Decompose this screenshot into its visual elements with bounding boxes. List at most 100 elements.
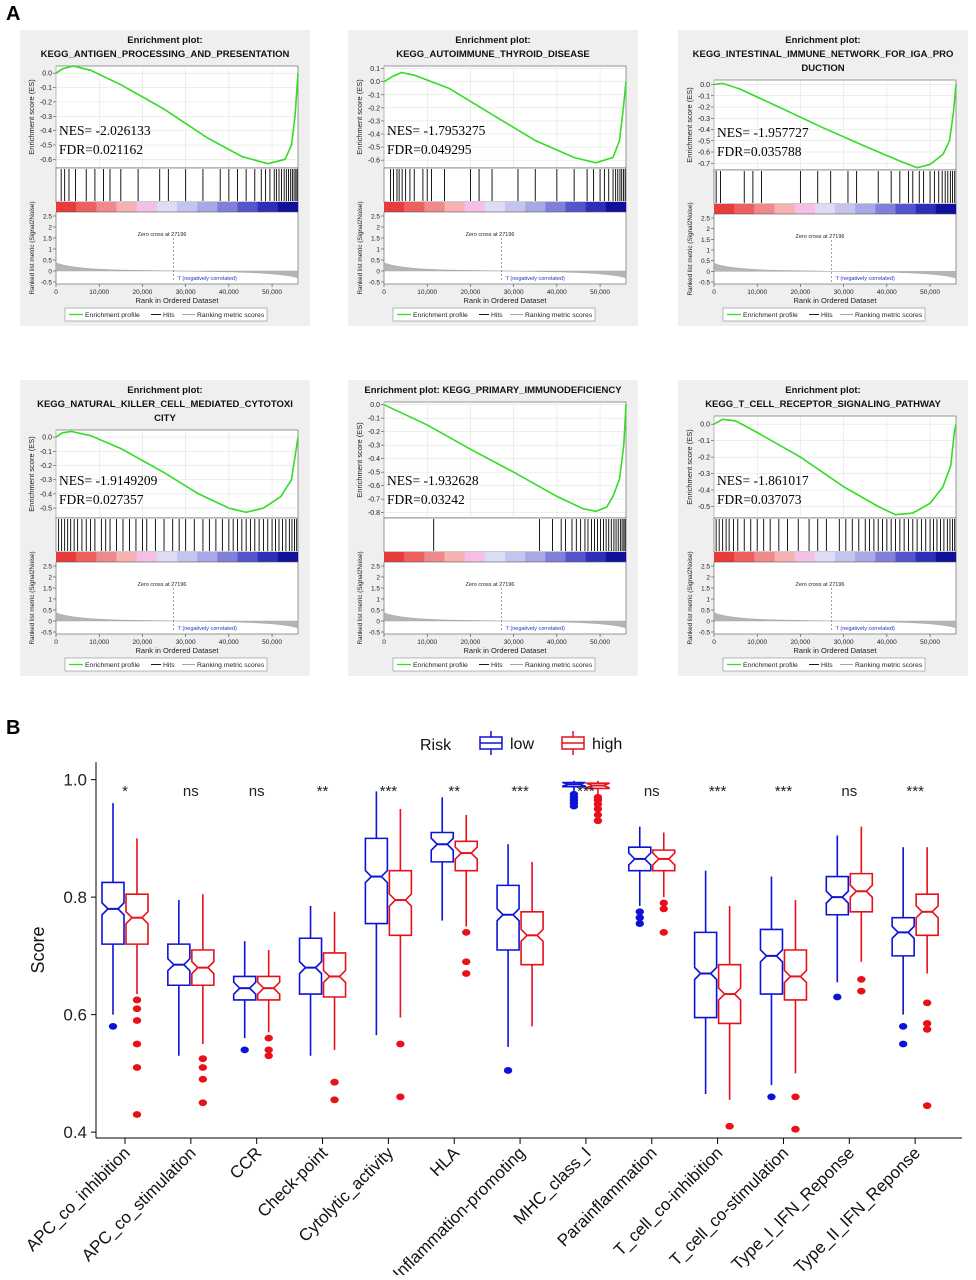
box-body [849, 872, 874, 913]
rank-y-axis-label: Ranked list metric (Signal2Noise) [29, 201, 36, 294]
rank-color-bar-segment [277, 202, 299, 212]
outlier-point [132, 1040, 142, 1048]
x-tick-label: 10,000 [747, 289, 767, 296]
rank-y-tick-label: -0.5 [369, 630, 381, 637]
x-axis-label: Rank in Ordered Dataset [794, 296, 878, 305]
category-11: ns Type_I_IFN_Reponse [728, 783, 874, 1274]
rank-y-tick-label: 1.5 [371, 586, 380, 593]
rank-y-tick-label: 0.5 [43, 258, 52, 265]
es-y-axis-label: Enrichment score (ES) [685, 429, 694, 505]
outlier-point [659, 928, 668, 936]
hits-area [713, 517, 957, 553]
box-high [586, 780, 610, 825]
x-tick-label: 50,000 [262, 289, 282, 296]
rank-color-bar-segment [585, 202, 607, 212]
es-plot-area [55, 429, 299, 519]
outlier-point [593, 811, 603, 819]
gsea-title-line: Enrichment plot: [455, 35, 530, 46]
rank-color-bar-segment [464, 552, 486, 562]
gsea-plot-1: Enrichment plot: KEGG_ANTIGEN_PROCESSING_… [20, 30, 310, 326]
rank-y-tick-label: 2.5 [371, 564, 380, 571]
rank-color-bar-segment [257, 552, 279, 562]
outlier-point [791, 1093, 800, 1101]
rank-color-bar-segment [116, 202, 137, 212]
outlier-point [132, 1111, 142, 1118]
box-high [783, 900, 808, 1133]
outlier-point [198, 1099, 208, 1107]
significance-label: ns [644, 783, 660, 800]
box-high [256, 950, 281, 1060]
es-plot-area [383, 65, 627, 169]
legend-hits-label: Hits [821, 662, 833, 669]
x-tick-label: 0 [54, 639, 58, 646]
rank-color-bar-segment [545, 202, 566, 212]
box-body [298, 937, 323, 995]
x-tick-label: 10,000 [89, 639, 109, 646]
x-tick-label: 40,000 [547, 289, 567, 296]
gsea-plot-6: Enrichment plot: KEGG_T_CELL_RECEPTOR_SIG… [678, 380, 968, 676]
rank-color-bar-segment [875, 552, 896, 562]
rank-color-bar-segment [714, 552, 735, 562]
rank-color-bar-segment [565, 202, 586, 212]
box-low [430, 797, 455, 921]
x-tick-label: 40,000 [877, 289, 897, 296]
rank-color-bar-segment [875, 204, 896, 214]
rank-color-bar-segment [464, 202, 486, 212]
y-tick-label: 0.6 [63, 1006, 87, 1025]
x-tick-label: 0 [382, 639, 386, 646]
legend-profile-label: Enrichment profile [85, 662, 140, 669]
gsea-legend-box [64, 657, 268, 672]
rank-y-tick-label: 1.5 [43, 236, 52, 243]
legend-hits-label: Hits [491, 312, 503, 319]
zero-cross-label: Zero cross at 27196 [138, 582, 187, 588]
outlier-point [635, 914, 644, 922]
es-y-tick-label: 0.0 [700, 82, 710, 89]
es-y-tick-label: -0.7 [368, 497, 380, 504]
rank-color-bar-segment [424, 202, 445, 212]
box-high [191, 894, 215, 1107]
es-y-tick-label: 0.0 [42, 435, 52, 442]
x-tick-label: 10,000 [747, 639, 767, 646]
legend-ranking-label: Ranking metric scores [525, 662, 593, 669]
box-body [783, 949, 808, 1001]
box-body [364, 837, 389, 925]
ranking-metric-area [713, 262, 957, 279]
box-body [388, 869, 413, 937]
gsea-title-line: Enrichment plot: KEGG_PRIMARY_IMMUNODEFI… [364, 385, 622, 396]
es-y-tick-label: -0.3 [368, 443, 380, 450]
significance-label: *** [906, 783, 924, 800]
hits-area [383, 517, 627, 553]
outlier-point [569, 790, 579, 798]
legend-hits-label: Hits [821, 312, 833, 319]
outlier-point [922, 999, 932, 1007]
rank-color-bar-segment [545, 552, 566, 562]
rank-color-bar-segment [197, 202, 218, 212]
rank-color-bar-segment [814, 204, 836, 214]
significance-label: ns [249, 783, 265, 800]
es-y-axis-label: Enrichment score (ES) [355, 422, 364, 498]
x-tick-label: 10,000 [89, 289, 109, 296]
rank-color-bar-segment [76, 202, 97, 212]
rank-color-bar-segment [237, 552, 258, 562]
box-body [891, 916, 915, 957]
outlier-point [767, 1093, 776, 1101]
rank-color-bar-segment [484, 202, 506, 212]
box-low [364, 791, 389, 1036]
es-y-axis-label: Enrichment score (ES) [27, 436, 36, 512]
outlier-point [330, 1078, 339, 1086]
rank-y-axis-label: Ranked list metric (Signal2Noise) [357, 201, 364, 294]
outlier-point [659, 905, 668, 913]
boxplot-legend: Risk low high [420, 731, 622, 755]
x-axis-label: Rank in Ordered Dataset [136, 646, 220, 655]
legend-profile-label: Enrichment profile [743, 312, 798, 319]
legend-ranking-label: Ranking metric scores [855, 312, 923, 319]
rank-y-tick-label: 2 [376, 225, 380, 232]
y-tick-label: 0.8 [63, 888, 87, 907]
es-y-tick-label: -0.2 [698, 455, 710, 462]
rank-y-tick-label: 2.5 [371, 214, 380, 221]
rank-y-tick-label: 2.5 [701, 216, 710, 223]
rank-y-tick-label: 2.5 [43, 214, 52, 221]
rank-color-bar-segment [814, 552, 836, 562]
x-tick-label: 40,000 [219, 639, 239, 646]
outlier-point [330, 1096, 339, 1104]
